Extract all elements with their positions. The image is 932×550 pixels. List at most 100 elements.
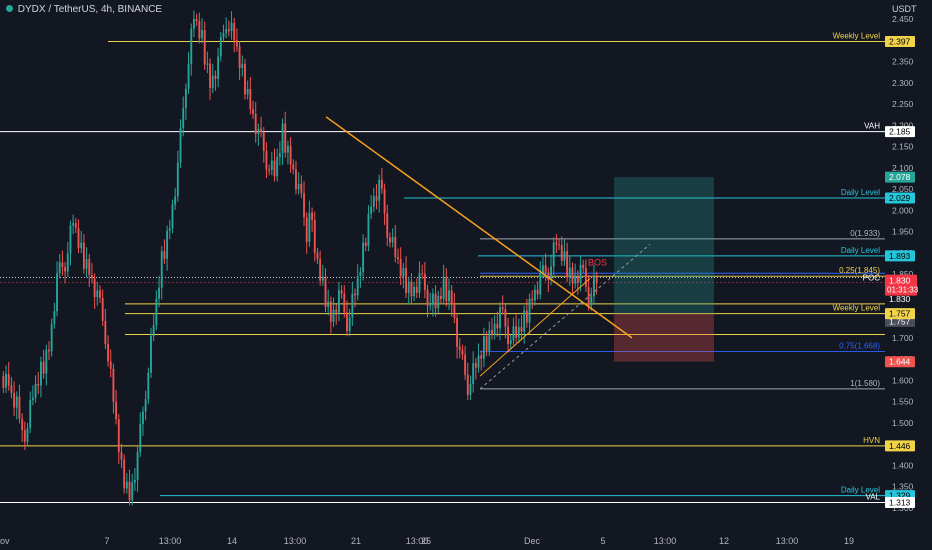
- level-price-badge: [885, 496, 915, 508]
- level-label: Weekly Level: [833, 32, 881, 41]
- candle-body: [512, 326, 515, 341]
- fib-label: 0.75(1.668): [839, 342, 880, 351]
- candle-body: [448, 290, 450, 302]
- candle-body: [72, 223, 75, 226]
- level-price-badge: [885, 36, 915, 48]
- candle-body: [222, 33, 225, 38]
- candle-body: [579, 264, 582, 283]
- candle-body: [477, 355, 480, 368]
- candle-body: [109, 361, 112, 369]
- price-tick: 1.950: [892, 227, 914, 237]
- candle-body: [372, 196, 375, 207]
- level-label: Weekly Level: [833, 304, 881, 313]
- candle-body: [211, 75, 214, 88]
- candle-body: [281, 123, 284, 154]
- candle-body: [394, 236, 397, 258]
- candle-body: [450, 290, 453, 305]
- support-line: [479, 243, 651, 390]
- candle-body: [249, 89, 252, 110]
- level-price-badge: [885, 308, 915, 320]
- candle-body: [472, 363, 475, 385]
- candle-body: [292, 164, 295, 170]
- candle-body: [123, 459, 126, 489]
- candle-body: [117, 419, 120, 453]
- time-tick: ov: [0, 536, 10, 546]
- drawings: BOS: [325, 116, 651, 390]
- candle-body: [227, 29, 230, 32]
- level-price-value: 2.397: [889, 37, 911, 47]
- candle-body: [262, 132, 265, 151]
- candle-body: [552, 242, 555, 267]
- candle-body: [370, 206, 373, 214]
- candle-body: [152, 325, 155, 337]
- candle-body: [316, 252, 319, 260]
- candle-body: [112, 368, 115, 402]
- price-tick: 1.400: [892, 460, 914, 470]
- long-position-tool[interactable]: [614, 177, 714, 362]
- candle-body: [128, 481, 131, 501]
- candle-body: [150, 336, 152, 373]
- candle-body: [456, 318, 458, 347]
- candle-body: [96, 290, 99, 298]
- candle-body: [367, 213, 370, 247]
- trend-line-lower: [479, 277, 591, 377]
- candle-body: [257, 128, 260, 135]
- symbol-header: DYDX / TetherUS, 4h, BINANCE: [6, 4, 162, 15]
- time-tick: 13:00: [776, 536, 799, 546]
- candle-body: [39, 361, 42, 386]
- level-price-badge: [885, 192, 915, 204]
- price-tick: 2.250: [892, 99, 914, 109]
- candle-body: [402, 268, 405, 277]
- candle-body: [509, 340, 512, 344]
- candle-body: [184, 88, 187, 109]
- candle-body: [321, 276, 324, 281]
- price-tick: 2.350: [892, 57, 914, 67]
- candle-body: [45, 349, 48, 374]
- candle-body: [120, 452, 123, 460]
- price-tick: 2.050: [892, 184, 914, 194]
- candle-body: [187, 63, 190, 89]
- candle-body: [413, 286, 416, 297]
- time-tick: 13:00: [406, 536, 429, 546]
- candle-body: [466, 374, 469, 395]
- candle-body: [437, 295, 440, 309]
- candle-body: [233, 22, 236, 41]
- candle-body: [544, 265, 547, 273]
- candle-body: [340, 290, 343, 294]
- candle-body: [158, 287, 160, 299]
- candle-body: [276, 157, 279, 177]
- candle-body: [587, 286, 590, 306]
- price-marker: [885, 356, 915, 368]
- candle-body: [474, 363, 477, 368]
- candle-body: [190, 28, 193, 64]
- market-status-dot: [6, 5, 13, 12]
- candle-body: [246, 89, 249, 95]
- level-labels: Weekly Level 2.397 VAH 2.185 Daily Level 2.02…: [833, 32, 915, 508]
- candle-body: [66, 253, 69, 272]
- price-marker-value: 1.757: [889, 316, 911, 326]
- candle-body: [499, 307, 501, 329]
- candle-body: [332, 309, 335, 322]
- candle-body: [2, 376, 5, 388]
- candle-body: [289, 145, 292, 165]
- candle-body: [99, 290, 101, 298]
- candle-body: [354, 293, 356, 296]
- candle-body: [235, 40, 238, 47]
- candle-body: [421, 273, 424, 275]
- candle-body: [407, 281, 410, 293]
- price-tick: 1.600: [892, 375, 914, 385]
- candle-body: [555, 242, 558, 245]
- candle-body: [405, 268, 407, 293]
- candle-body: [461, 349, 464, 355]
- level-price-value: 1.313: [889, 497, 911, 507]
- candle-body: [69, 225, 72, 254]
- candle-body: [493, 323, 496, 335]
- candle-body: [571, 267, 574, 284]
- candle-body: [335, 309, 338, 313]
- time-tick: Dec: [524, 536, 541, 546]
- candle-body: [491, 329, 493, 335]
- price-marker: [885, 293, 915, 305]
- candle-body: [64, 267, 67, 272]
